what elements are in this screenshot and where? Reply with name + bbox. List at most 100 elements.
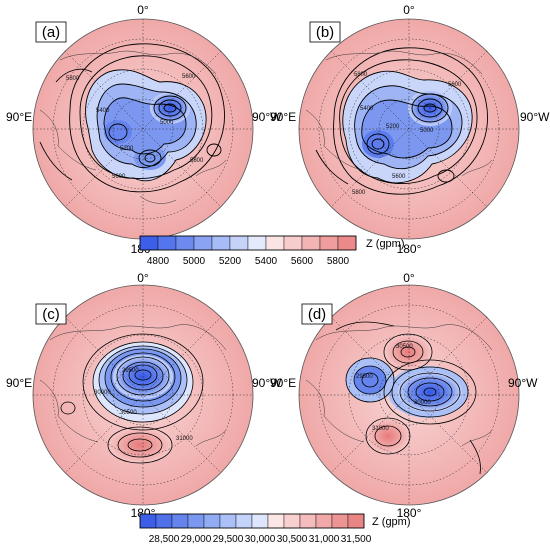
contour-label: 5600 xyxy=(448,82,462,88)
map-field: 29500 30000 30500 31000 xyxy=(33,285,253,505)
colorbar-tick: 30,000 xyxy=(245,534,276,545)
contour-label: 5000 xyxy=(160,120,174,126)
panel-label-box xyxy=(309,21,341,43)
colorbar-unit: Z (gpm) xyxy=(372,516,411,528)
colorbar-cell xyxy=(267,513,285,529)
left-longitude-label: 90°E xyxy=(270,110,296,124)
colorbar-cell xyxy=(235,513,253,529)
panel-label: (d) xyxy=(308,306,326,323)
colorbar-top: 4800 5000 5200 5400 5600 5800 Z (gpm) xyxy=(139,235,405,267)
top-longitude-label: 0° xyxy=(137,271,149,285)
panel-b: 5800 5600 5400 5200 5000 5600 5800 (b) 0… xyxy=(270,3,550,256)
contour-label: 5800 xyxy=(354,72,368,78)
map-field: 30500 31000 30000 29500 xyxy=(299,285,519,505)
right-longitude-label: 90°W xyxy=(252,110,282,124)
panel-label-box xyxy=(35,303,67,325)
right-longitude-label: 90°W xyxy=(520,110,550,124)
panel-label: (b) xyxy=(316,24,334,41)
contour-label: 5400 xyxy=(96,108,110,114)
left-longitude-label: 90°E xyxy=(6,376,32,390)
panel-label-box xyxy=(301,303,333,325)
contour-label: 31000 xyxy=(176,436,193,442)
colorbar-cell xyxy=(175,235,195,251)
contour-label: 5200 xyxy=(386,124,400,130)
contour-label: 30000 xyxy=(414,400,431,406)
colorbar-cell xyxy=(265,235,285,251)
contour-label: 31000 xyxy=(372,426,389,432)
right-longitude-label: 90°W xyxy=(252,376,282,390)
colorbar-unit: Z (gpm) xyxy=(366,238,405,250)
colorbar-cell xyxy=(203,513,221,529)
colorbar-tick: 4800 xyxy=(147,256,170,267)
colorbar-cell xyxy=(283,235,303,251)
right-longitude-label: 90°W xyxy=(508,376,538,390)
colorbar-cell xyxy=(139,513,157,529)
colorbar-cell xyxy=(247,235,267,251)
colorbar-cell xyxy=(337,235,357,251)
colorbar-cell xyxy=(171,513,189,529)
colorbar-tick: 5400 xyxy=(255,256,278,267)
colorbar-cell xyxy=(301,235,321,251)
panel-a: 5800 5600 5400 5200 5000 5600 5800 (a) 0… xyxy=(6,3,282,256)
colorbar-cell xyxy=(139,235,159,251)
colorbar-cells xyxy=(139,513,365,529)
colorbar-frame xyxy=(139,513,365,529)
contour-label: 29500 xyxy=(356,374,373,380)
contour-label: 5800 xyxy=(66,76,80,82)
contour-label: 5200 xyxy=(120,146,134,152)
colorbar-tick: 5200 xyxy=(219,256,242,267)
colorbar-cell xyxy=(347,513,365,529)
map-field: 5800 5600 5400 5200 5000 5600 5800 xyxy=(33,19,253,239)
map-field: 5800 5600 5400 5200 5000 5600 5800 xyxy=(299,19,519,239)
colorbar-cell xyxy=(299,513,317,529)
colorbar-cell xyxy=(219,513,237,529)
colorbar-tick: 29,000 xyxy=(181,534,212,545)
colorbar-bottom: 28,500 29,000 29,500 30,000 30,500 31,00… xyxy=(139,513,411,545)
colorbar-tick: 5600 xyxy=(291,256,314,267)
colorbar-tick: 31,000 xyxy=(309,534,340,545)
panel-label-box xyxy=(35,21,67,43)
contour-labels: 29500 30000 30500 31000 xyxy=(94,368,193,442)
colorbar-tick: 5800 xyxy=(327,256,350,267)
contour-label: 29500 xyxy=(122,368,139,374)
contour-label: 30500 xyxy=(396,344,413,350)
contour-label: 30500 xyxy=(120,410,137,416)
contour-labels: 5800 5600 5400 5200 5000 5600 5800 xyxy=(352,72,462,196)
contour-label: 5600 xyxy=(112,174,126,180)
colorbar-cell xyxy=(251,513,269,529)
contour-labels: 5800 5600 5400 5200 5000 5600 5800 xyxy=(66,74,204,180)
contour-label: 5000 xyxy=(420,128,434,134)
colorbar-tick: 30,500 xyxy=(277,534,308,545)
contour-label: 5800 xyxy=(190,158,204,164)
top-longitude-label: 0° xyxy=(137,3,149,17)
colorbar-cell xyxy=(283,513,301,529)
left-longitude-label: 90°E xyxy=(6,110,32,124)
colorbar-tick: 31,500 xyxy=(341,534,372,545)
panel-c: 29500 30000 30500 31000 (c) 0° 90°E 90°W… xyxy=(6,271,282,520)
colorbar-cells xyxy=(139,235,357,251)
contour-labels: 30500 31000 30000 29500 xyxy=(356,344,431,432)
bottom-longitude-label: 180° xyxy=(397,506,422,520)
bottom-longitude-label: 180° xyxy=(397,242,422,256)
colorbar-cell xyxy=(331,513,349,529)
panel-label: (a) xyxy=(42,24,60,41)
contour-label: 5400 xyxy=(360,106,374,112)
contour-label: 5800 xyxy=(352,190,366,196)
colorbar-cell xyxy=(211,235,231,251)
colorbar-cell xyxy=(319,235,339,251)
contour-label: 30000 xyxy=(94,390,111,396)
colorbar-cell xyxy=(229,235,249,251)
colorbar-cell xyxy=(157,235,177,251)
top-longitude-label: 0° xyxy=(403,3,415,17)
colorbar-tick: 29,500 xyxy=(213,534,244,545)
contour-label: 5600 xyxy=(392,174,406,180)
colorbar-tick: 28,500 xyxy=(149,534,180,545)
colorbar-cell xyxy=(187,513,205,529)
left-longitude-label: 90°E xyxy=(270,376,296,390)
colorbar-frame xyxy=(139,235,357,251)
colorbar-cell xyxy=(193,235,213,251)
top-longitude-label: 0° xyxy=(403,271,415,285)
colorbar-cell xyxy=(315,513,333,529)
colorbar-tick: 5000 xyxy=(183,256,206,267)
